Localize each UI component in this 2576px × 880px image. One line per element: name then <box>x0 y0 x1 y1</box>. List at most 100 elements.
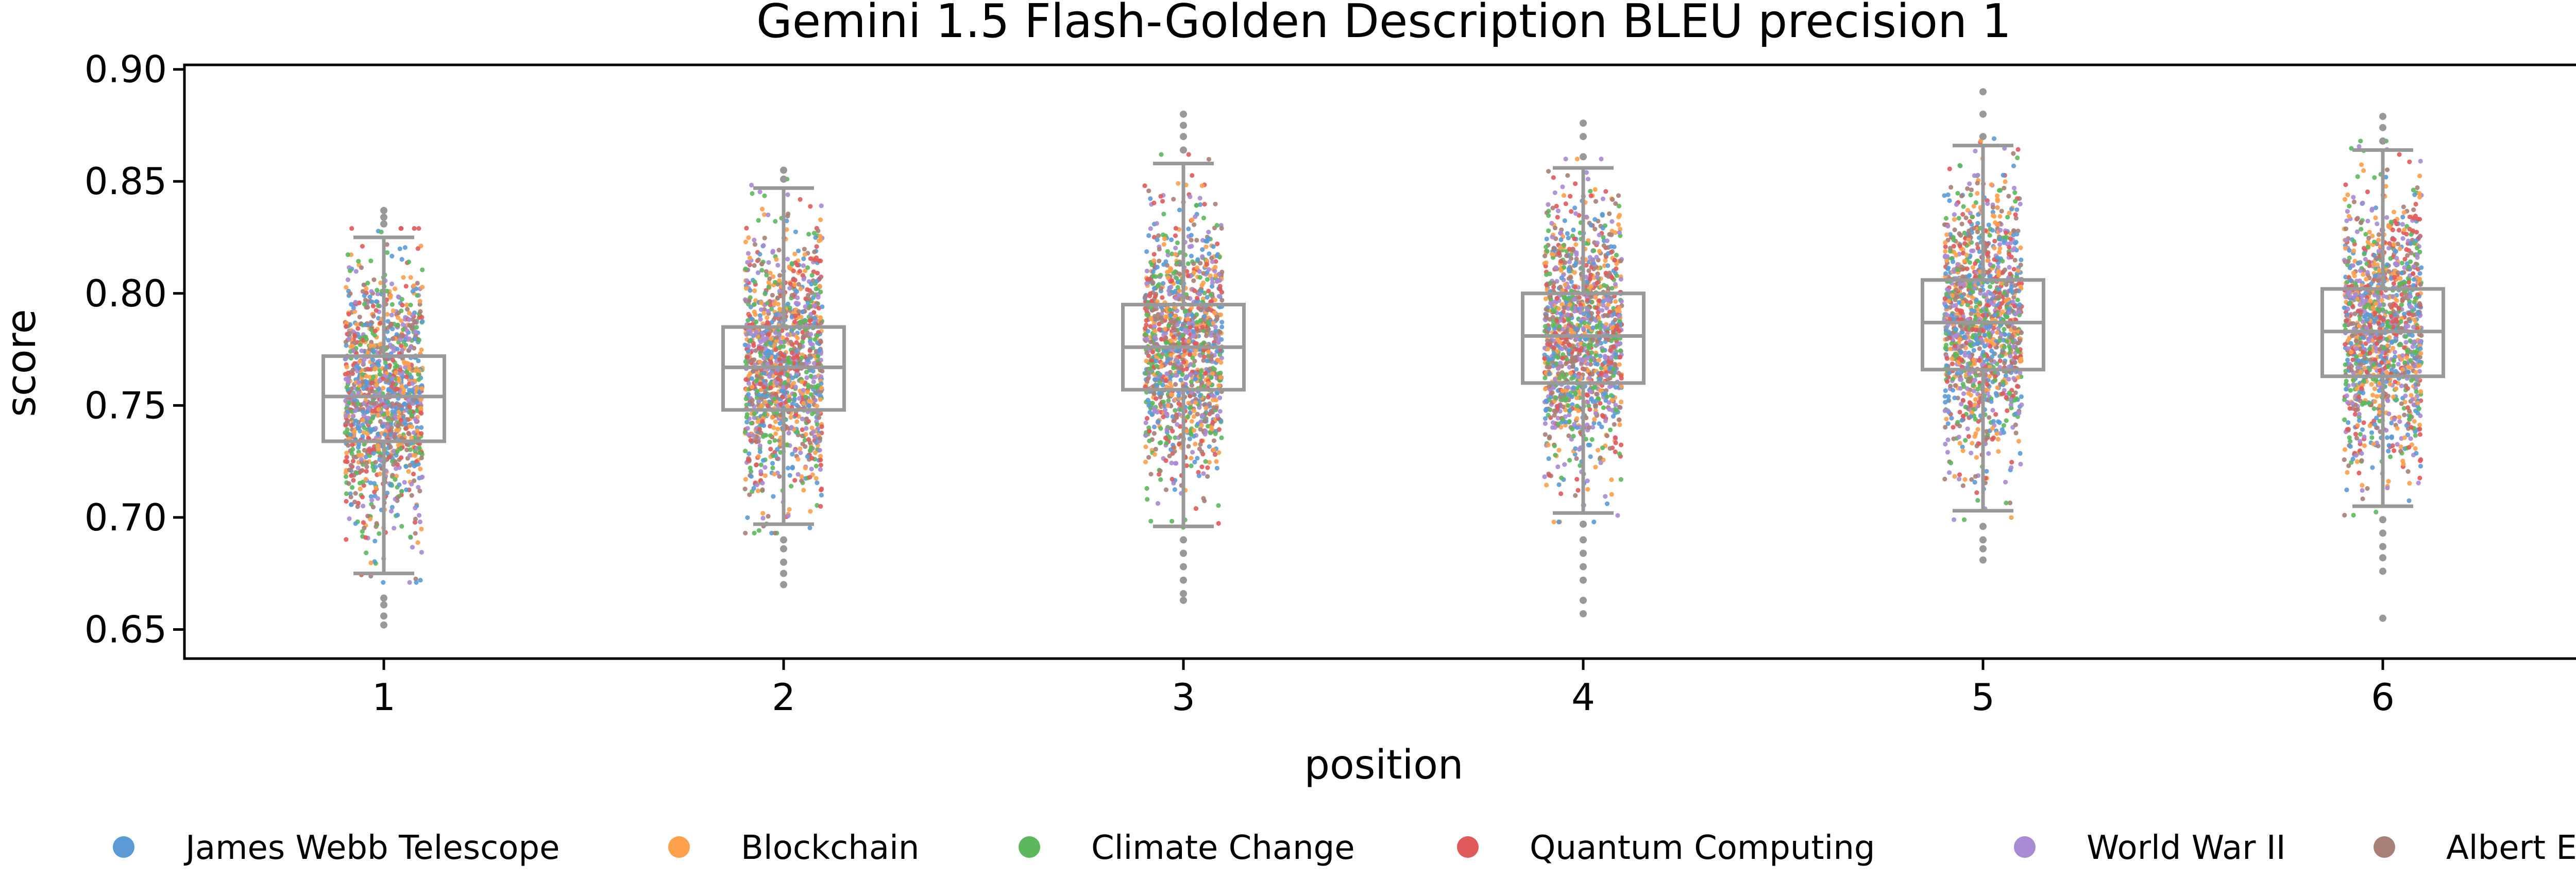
strip-point <box>804 375 809 381</box>
strip-point <box>775 295 780 300</box>
strip-point <box>818 338 823 343</box>
strip-point <box>389 505 395 510</box>
strip-point <box>1155 383 1160 388</box>
strip-point <box>1592 217 1598 222</box>
strip-point <box>1177 293 1182 298</box>
strip-point <box>782 354 787 359</box>
strip-point <box>766 260 771 265</box>
strip-point <box>1572 270 1577 275</box>
strip-point <box>754 319 759 324</box>
strip-point <box>1588 454 1593 459</box>
strip-point <box>1614 266 1619 271</box>
strip-point <box>1191 334 1196 339</box>
strip-point <box>361 282 366 287</box>
strip-point <box>1585 487 1590 492</box>
strip-point <box>418 578 423 583</box>
strip-point <box>344 413 349 419</box>
strip-point <box>360 479 365 485</box>
strip-point <box>350 442 355 447</box>
strip-point <box>361 520 366 525</box>
strip-point <box>756 528 761 533</box>
strip-point <box>410 317 415 322</box>
strip-point <box>349 502 354 507</box>
strip-point <box>1617 230 1622 235</box>
strip-point <box>352 333 358 338</box>
strip-point <box>1619 400 1624 405</box>
strip-point <box>752 263 757 268</box>
strip-point <box>385 411 391 416</box>
strip-point <box>395 449 400 454</box>
strip-point <box>1618 341 1623 346</box>
strip-point <box>364 286 369 291</box>
strip-point <box>1181 359 1187 365</box>
strip-point <box>371 468 377 473</box>
strip-point <box>1618 277 1623 282</box>
strip-point <box>744 278 750 283</box>
strip-point <box>1199 183 1205 188</box>
strip-point <box>1206 307 1211 313</box>
strip-point <box>1183 327 1188 332</box>
strip-point <box>1152 408 1157 413</box>
strip-point <box>802 252 807 257</box>
strip-point <box>785 404 790 409</box>
strip-point <box>1598 353 1603 359</box>
strip-point <box>819 374 824 379</box>
strip-point <box>1189 237 1194 243</box>
strip-point <box>1549 251 1554 256</box>
strip-point <box>804 426 809 431</box>
strip-point <box>1214 349 1219 354</box>
strip-point <box>1616 214 1621 219</box>
strip-point <box>1545 338 1550 343</box>
strip-point <box>416 337 422 343</box>
strip-point <box>800 417 805 422</box>
strip-point <box>1163 487 1168 492</box>
strip-point <box>815 480 820 486</box>
strip-point <box>371 314 376 319</box>
strip-point <box>1153 446 1158 452</box>
strip-point <box>792 478 798 483</box>
strip-point <box>354 364 360 369</box>
strip-point <box>352 309 358 314</box>
strip-point <box>353 300 358 305</box>
strip-point <box>351 305 356 310</box>
strip-point <box>404 302 410 307</box>
strip-point <box>760 515 766 521</box>
strip-point <box>777 273 782 278</box>
strip-point <box>391 348 396 353</box>
strip-point <box>1197 393 1202 399</box>
strip-point <box>1595 361 1600 367</box>
strip-point <box>1146 233 1151 238</box>
strip-points <box>343 134 2424 585</box>
strip-point <box>375 496 381 501</box>
strip-point <box>1204 244 1209 249</box>
strip-point <box>807 353 812 358</box>
strip-point <box>776 316 782 321</box>
strip-point <box>1618 477 1623 482</box>
strip-point <box>1588 284 1594 289</box>
strip-point <box>1189 463 1194 469</box>
strip-point <box>796 396 802 401</box>
strip-point <box>762 193 767 198</box>
strip-point <box>1144 312 1149 317</box>
strip-point <box>1205 474 1210 479</box>
strip-point <box>1146 188 1151 194</box>
strip-point <box>1552 412 1557 418</box>
strip-point <box>358 486 363 492</box>
strip-point <box>396 294 401 299</box>
strip-point <box>1544 398 1549 403</box>
strip-point <box>1613 299 1618 304</box>
strip-point <box>1185 316 1190 322</box>
strip-point <box>402 480 407 485</box>
strip-point <box>349 423 354 428</box>
strip-point <box>1190 173 1195 178</box>
strip-point <box>749 182 754 188</box>
strip-point <box>365 432 370 437</box>
strip-point <box>381 580 386 585</box>
strip-point <box>1194 341 1199 347</box>
strip-point <box>389 313 394 318</box>
strip-point <box>818 397 823 402</box>
strip-point <box>1175 260 1180 265</box>
strip-point <box>815 270 820 276</box>
strip-point <box>1608 427 1613 433</box>
strip-point <box>1157 247 1162 252</box>
